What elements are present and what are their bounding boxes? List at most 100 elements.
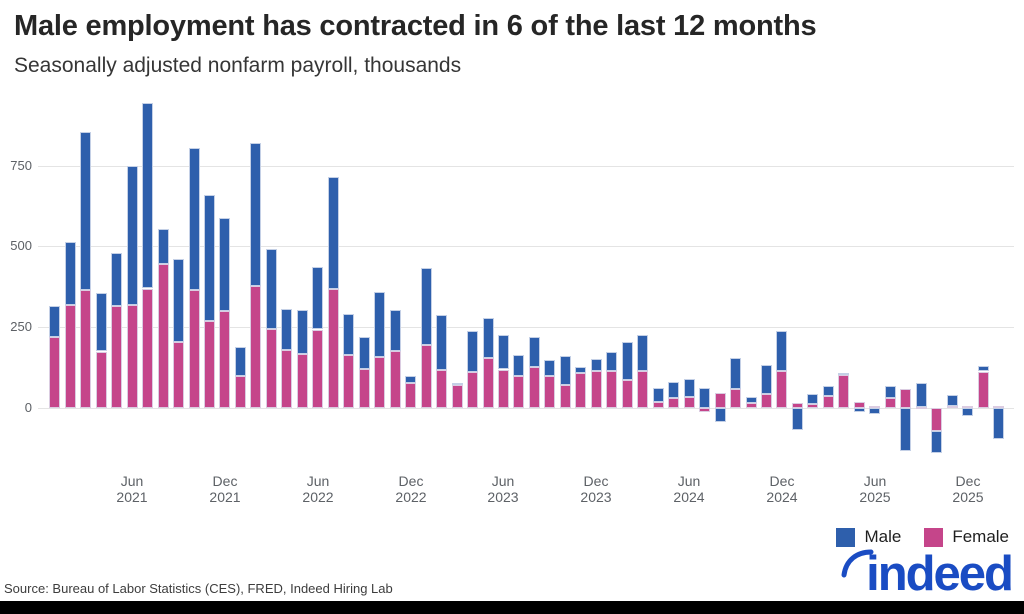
bar-segment-female — [931, 408, 942, 431]
bar-segment-male — [405, 375, 416, 384]
bar-segment-male — [65, 241, 76, 305]
bar-segment-female — [498, 369, 509, 408]
bar-segment-male — [374, 292, 385, 357]
bar-segment-female — [699, 408, 710, 413]
bar-segment-female — [668, 397, 679, 408]
bar-segment-female — [111, 306, 122, 408]
bar-segment-female — [869, 405, 880, 408]
bar-segment-female — [730, 388, 741, 408]
bar-segment-female — [65, 304, 76, 408]
bar-segment-male — [962, 408, 973, 417]
bar-segment-male — [483, 317, 494, 359]
bar-segment-female — [993, 405, 1004, 408]
gridline — [38, 327, 1014, 328]
bar-segment-female — [452, 384, 463, 408]
bar-segment-male — [715, 408, 726, 422]
bar-segment-male — [173, 259, 184, 342]
bar-segment-male — [312, 266, 323, 330]
bar-segment-male — [529, 336, 540, 367]
bar-segment-male — [854, 408, 865, 412]
bar-segment-female — [312, 329, 323, 408]
x-tick-label: Dec 2025 — [933, 473, 1003, 505]
bar-segment-female — [622, 379, 633, 408]
bar-segment-female — [823, 395, 834, 408]
bar-segment-male — [730, 357, 741, 389]
bar-segment-female — [776, 370, 787, 408]
bar-segment-male — [359, 336, 370, 370]
bar-segment-male — [653, 388, 664, 402]
bar-segment-male — [746, 396, 757, 404]
legend-female-swatch — [924, 527, 944, 547]
bar-segment-female — [219, 311, 230, 408]
bar-segment-female — [575, 373, 586, 408]
x-tick-month: Dec — [583, 473, 609, 489]
bar-segment-female — [560, 385, 571, 408]
bar-segment-female — [916, 406, 927, 409]
bar-segment-male — [49, 306, 60, 337]
chart-title: Male employment has contracted in 6 of t… — [14, 10, 817, 42]
y-tick-label: 750 — [10, 158, 32, 173]
bar-segment-male — [80, 131, 91, 291]
bar-segment-male — [838, 372, 849, 376]
x-tick-month: Dec — [398, 473, 424, 489]
bar-segment-male — [916, 383, 927, 407]
bar-segment-male — [591, 358, 602, 371]
x-tick-label: Dec 2021 — [190, 473, 260, 505]
y-tick-label: 250 — [10, 319, 32, 334]
bar-segment-male — [235, 346, 246, 376]
bar-segment-female — [343, 355, 354, 408]
bar-segment-male — [978, 365, 989, 372]
bar-segment-male — [189, 147, 200, 291]
bar-segment-female — [606, 370, 617, 408]
x-tick-label: Dec 2022 — [376, 473, 446, 505]
bar-segment-male — [127, 165, 138, 305]
indeed-logo-antenna-icon — [841, 549, 874, 578]
bar-segment-female — [653, 401, 664, 408]
bar-segment-female — [204, 321, 215, 408]
bar-segment-male — [421, 267, 432, 345]
x-tick-month: Jun — [491, 473, 515, 489]
x-tick-year: 2021 — [116, 489, 148, 505]
footer-bar — [0, 601, 1024, 614]
bar-segment-female — [266, 328, 277, 408]
bar-segment-female — [421, 344, 432, 408]
bar-segment-male — [684, 379, 695, 397]
bar-segment-male — [281, 308, 292, 350]
bar-segment-female — [544, 375, 555, 408]
bar-segment-female — [49, 336, 60, 408]
bar-segment-female — [328, 289, 339, 408]
bar-segment-male — [776, 331, 787, 371]
bar-segment-female — [173, 341, 184, 408]
bar-segment-male — [807, 394, 818, 405]
x-tick-label: Dec 2024 — [747, 473, 817, 505]
x-tick-label: Jun 2025 — [840, 473, 910, 505]
x-tick-month: Jun — [120, 473, 144, 489]
bar-segment-female — [390, 351, 401, 408]
bar-segment-male — [575, 367, 586, 374]
bar-segment-female — [715, 392, 726, 408]
bar-segment-male — [622, 342, 633, 380]
bar-segment-female — [235, 375, 246, 408]
bar-segment-male — [158, 228, 169, 265]
bar-segment-female — [792, 402, 803, 408]
bar-segment-female — [947, 405, 958, 408]
x-tick-year: 2021 — [209, 489, 241, 505]
bar-segment-male — [452, 383, 463, 386]
gridline — [38, 166, 1014, 167]
bar-segment-female — [297, 353, 308, 408]
x-tick-year: 2023 — [487, 489, 519, 505]
x-tick-label: Jun 2022 — [283, 473, 353, 505]
x-tick-label: Jun 2021 — [97, 473, 167, 505]
x-tick-month: Dec — [212, 473, 238, 489]
bar-segment-male — [96, 293, 107, 352]
bar-segment-female — [96, 351, 107, 408]
bar-segment-female — [684, 396, 695, 408]
x-tick-label: Jun 2024 — [654, 473, 724, 505]
bar-segment-male — [513, 354, 524, 376]
gridline — [38, 246, 1014, 247]
legend: Male Female — [836, 527, 1009, 547]
x-tick-year: 2025 — [952, 489, 984, 505]
bar-segment-female — [978, 371, 989, 408]
bar-segment-female — [467, 371, 478, 408]
